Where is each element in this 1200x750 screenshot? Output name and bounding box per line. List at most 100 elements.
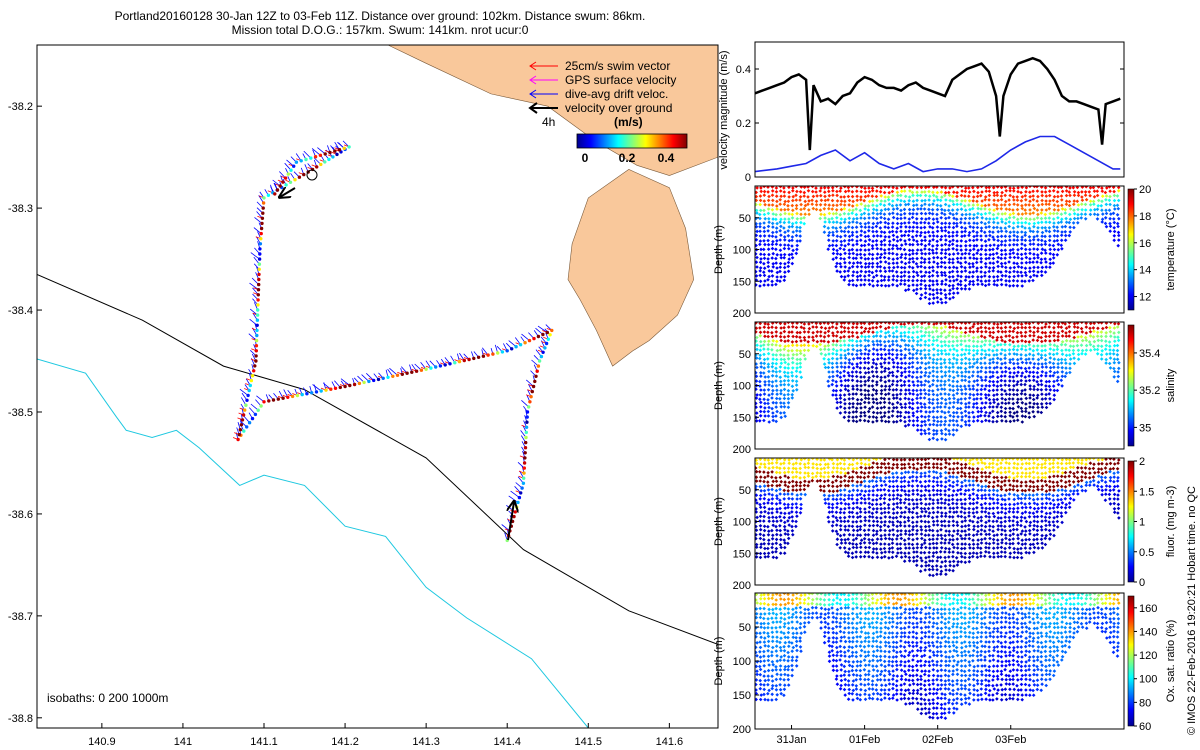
section-point bbox=[838, 246, 842, 251]
section-point bbox=[782, 515, 787, 520]
section-point bbox=[947, 383, 952, 387]
section-point bbox=[991, 269, 995, 273]
section-point bbox=[1087, 340, 1092, 344]
track-point-158 bbox=[261, 211, 265, 215]
section-point bbox=[831, 461, 836, 466]
section-point bbox=[951, 247, 955, 251]
section-point bbox=[907, 351, 912, 356]
section-point bbox=[875, 411, 880, 415]
section-point bbox=[1019, 190, 1023, 195]
section-point bbox=[910, 532, 915, 537]
section-point bbox=[843, 251, 847, 256]
track-point-145 bbox=[257, 277, 261, 282]
section-point bbox=[779, 462, 783, 466]
section-point bbox=[1004, 199, 1008, 204]
section-point bbox=[870, 225, 875, 230]
section-point bbox=[875, 506, 879, 511]
section-point bbox=[936, 335, 940, 339]
section-point bbox=[1043, 216, 1048, 220]
section-point bbox=[963, 322, 968, 325]
section-point bbox=[1031, 357, 1035, 361]
section-point bbox=[1016, 186, 1020, 190]
section-point bbox=[959, 283, 963, 287]
section-point bbox=[922, 428, 927, 433]
section-point bbox=[1011, 388, 1016, 392]
section-point bbox=[951, 212, 955, 217]
section-point bbox=[903, 288, 908, 293]
section-point bbox=[1083, 335, 1088, 340]
section-point bbox=[1004, 279, 1008, 283]
section-point bbox=[975, 234, 979, 238]
section-point bbox=[759, 545, 763, 550]
section-point bbox=[770, 279, 774, 284]
section-point bbox=[882, 255, 887, 260]
section-point bbox=[763, 322, 767, 326]
section-point bbox=[915, 550, 919, 554]
section-point bbox=[847, 361, 852, 365]
section-point bbox=[927, 325, 931, 329]
section-point bbox=[911, 492, 915, 496]
section-point bbox=[770, 483, 774, 488]
section-point bbox=[895, 537, 899, 541]
section-point bbox=[1032, 365, 1036, 370]
section-point bbox=[895, 226, 899, 230]
section-point bbox=[1072, 335, 1076, 340]
section-point bbox=[874, 388, 879, 393]
section-point bbox=[991, 247, 995, 252]
section-point bbox=[891, 193, 895, 198]
section-point bbox=[758, 536, 763, 541]
section-point bbox=[770, 221, 775, 226]
track-point-124 bbox=[248, 383, 252, 388]
section-point bbox=[902, 515, 907, 520]
section-point bbox=[783, 414, 787, 419]
section-point bbox=[1020, 203, 1024, 208]
section-point bbox=[1104, 325, 1109, 330]
section-point bbox=[870, 257, 875, 261]
section-point bbox=[767, 383, 771, 387]
section-point bbox=[1064, 338, 1069, 343]
section-point bbox=[758, 330, 763, 335]
section-point bbox=[854, 550, 858, 554]
section-point bbox=[956, 186, 960, 189]
section-point bbox=[1016, 189, 1020, 194]
section-point bbox=[787, 330, 791, 334]
section-point bbox=[911, 330, 915, 335]
section-point bbox=[915, 415, 920, 420]
section-point bbox=[1015, 252, 1020, 256]
section-point bbox=[964, 423, 968, 427]
section-point bbox=[1044, 202, 1048, 206]
section-point bbox=[983, 343, 987, 347]
section-point bbox=[858, 221, 863, 226]
section-point bbox=[1024, 361, 1029, 365]
section-point bbox=[947, 322, 952, 326]
section-point bbox=[987, 225, 991, 229]
section-point bbox=[782, 186, 786, 190]
section-point bbox=[919, 409, 923, 414]
track-point-181 bbox=[347, 145, 351, 149]
section-point bbox=[984, 243, 988, 248]
section-point bbox=[886, 278, 891, 282]
track-point-98 bbox=[290, 394, 295, 399]
section-point bbox=[883, 506, 887, 511]
section-point bbox=[883, 269, 888, 274]
section-point bbox=[1091, 199, 1096, 204]
track-point-108 bbox=[250, 416, 255, 421]
section-point bbox=[947, 369, 951, 374]
section-point bbox=[875, 475, 879, 480]
section-point bbox=[1015, 382, 1019, 387]
section-point bbox=[846, 212, 851, 216]
section-point bbox=[875, 279, 880, 284]
section-point bbox=[979, 322, 984, 326]
section-point bbox=[999, 229, 1004, 233]
section-point bbox=[935, 326, 939, 330]
section-point bbox=[855, 379, 860, 383]
section-point bbox=[846, 274, 851, 278]
section-point bbox=[907, 217, 912, 221]
section-point bbox=[862, 528, 867, 533]
section-point bbox=[951, 414, 956, 419]
section-point bbox=[878, 411, 883, 415]
section-point bbox=[1060, 189, 1065, 194]
track-point-12 bbox=[521, 481, 526, 485]
section-point bbox=[1039, 269, 1044, 274]
section-point bbox=[984, 329, 988, 334]
